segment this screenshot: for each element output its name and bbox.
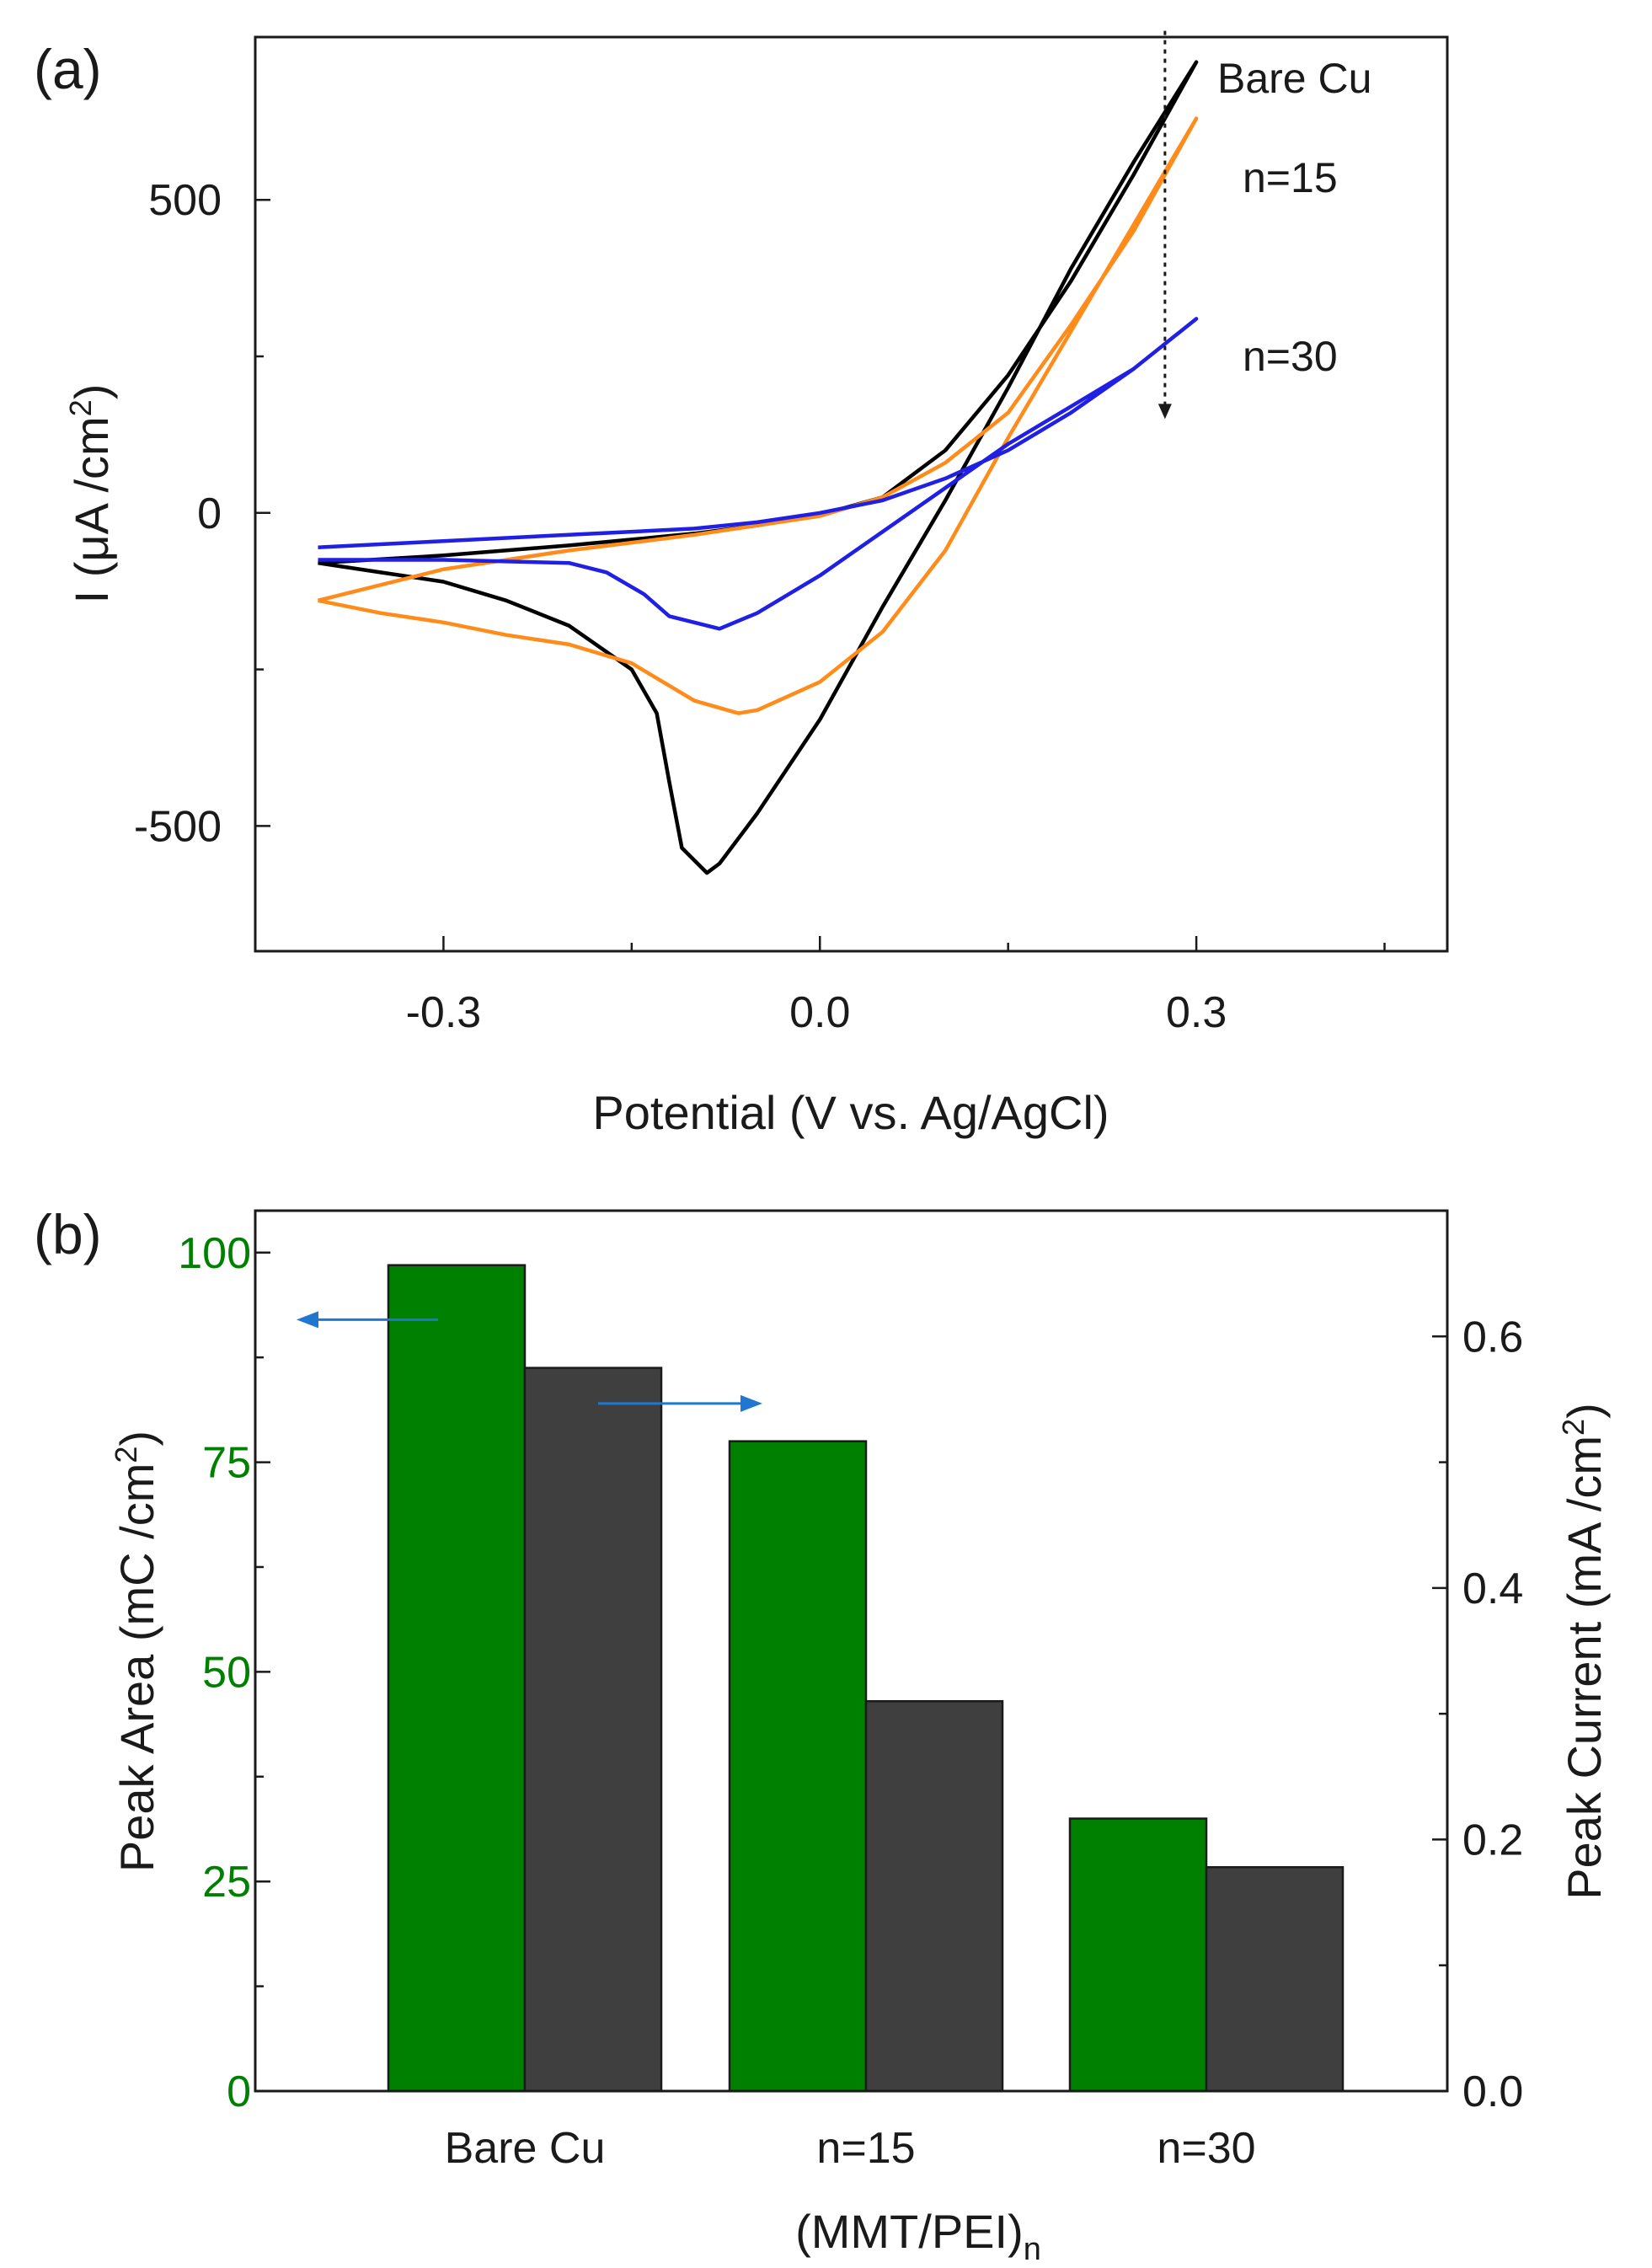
x-tick-label: -0.3 bbox=[406, 988, 482, 1037]
right-tick-label: 0.6 bbox=[1462, 1313, 1523, 1361]
series-label: n=30 bbox=[1243, 333, 1338, 380]
bar-peak-current bbox=[523, 1367, 663, 2093]
axis-indicator-arrows bbox=[297, 1311, 762, 1412]
right-tick-label: 0.4 bbox=[1462, 1565, 1523, 1613]
decrease-arrow bbox=[1157, 30, 1172, 420]
right-tick-label: 0.0 bbox=[1462, 2067, 1523, 2116]
bar-peak-area bbox=[728, 1440, 868, 2093]
arrow-head bbox=[1157, 404, 1172, 420]
bar-peak-area bbox=[387, 1264, 527, 2093]
bars bbox=[387, 1264, 1345, 2093]
cv-curve-n-30 bbox=[318, 317, 1199, 631]
category-label: Bare Cu bbox=[445, 2124, 606, 2173]
bar-peak-current bbox=[864, 1699, 1004, 2093]
panel-b-x-axis-title: (MMT/PEI)n bbox=[795, 2205, 1041, 2267]
x-tick-label: 0.0 bbox=[789, 988, 850, 1037]
panel-a-label: (a) bbox=[34, 38, 102, 100]
left-tick-label: 50 bbox=[202, 1648, 251, 1697]
series-label: n=15 bbox=[1243, 154, 1338, 201]
left-tick-label: 25 bbox=[202, 1858, 251, 1907]
series-label: Bare Cu bbox=[1217, 55, 1371, 102]
panel-b: (b) 0 25 50 75 100 0.0 0.2 0.4 0.6 Bare Cu n=15 n… bbox=[34, 1203, 1611, 2267]
panel-a-x-axis-title: Potential (V vs. Ag/AgCl) bbox=[592, 1086, 1109, 1139]
bar-peak-current bbox=[1205, 1866, 1345, 2093]
panel-b-plot-frame bbox=[254, 1209, 1449, 2093]
panel-a-y-axis: -500 0 500 bbox=[134, 176, 270, 851]
panel-a-x-axis: -0.3 0.0 0.3 bbox=[406, 936, 1386, 1037]
y-tick-label: -500 bbox=[134, 802, 222, 851]
right-tick-label: 0.2 bbox=[1462, 1816, 1523, 1864]
panel-b-left-axis: 0 25 50 75 100 bbox=[178, 1229, 270, 2116]
category-label: n=15 bbox=[816, 2124, 915, 2173]
panel-a-y-axis-title: I (μA /cm2) bbox=[63, 384, 118, 604]
bar-peak-area bbox=[1068, 1817, 1208, 2093]
right-arrow-head bbox=[740, 1394, 762, 1412]
panel-b-x-axis: Bare Cu n=15 n=30 bbox=[445, 2124, 1256, 2173]
panel-b-right-axis-title: Peak Current (mA /cm2) bbox=[1556, 1403, 1611, 1900]
series-labels: Bare Cu n=15 n=30 bbox=[1217, 55, 1371, 380]
cv-curve-bare-cu bbox=[318, 60, 1199, 875]
left-arrow-head bbox=[297, 1311, 318, 1329]
left-tick-label: 75 bbox=[202, 1439, 251, 1488]
cv-curves bbox=[317, 60, 1199, 875]
left-tick-label: 0 bbox=[227, 2067, 251, 2116]
x-tick-label: 0.3 bbox=[1166, 988, 1227, 1037]
panel-a-plot-frame bbox=[254, 35, 1449, 953]
left-tick-label: 100 bbox=[178, 1229, 251, 1278]
cv-curve-n-15 bbox=[317, 116, 1199, 715]
panel-b-left-axis-title: Peak Area (mC /cm2) bbox=[109, 1431, 163, 1872]
y-tick-label: 500 bbox=[148, 176, 222, 225]
panel-b-label: (b) bbox=[34, 1203, 102, 1265]
y-tick-label: 0 bbox=[197, 489, 222, 538]
panel-b-right-axis: 0.0 0.2 0.4 0.6 bbox=[1432, 1313, 1523, 2116]
category-label: n=30 bbox=[1157, 2124, 1255, 2173]
